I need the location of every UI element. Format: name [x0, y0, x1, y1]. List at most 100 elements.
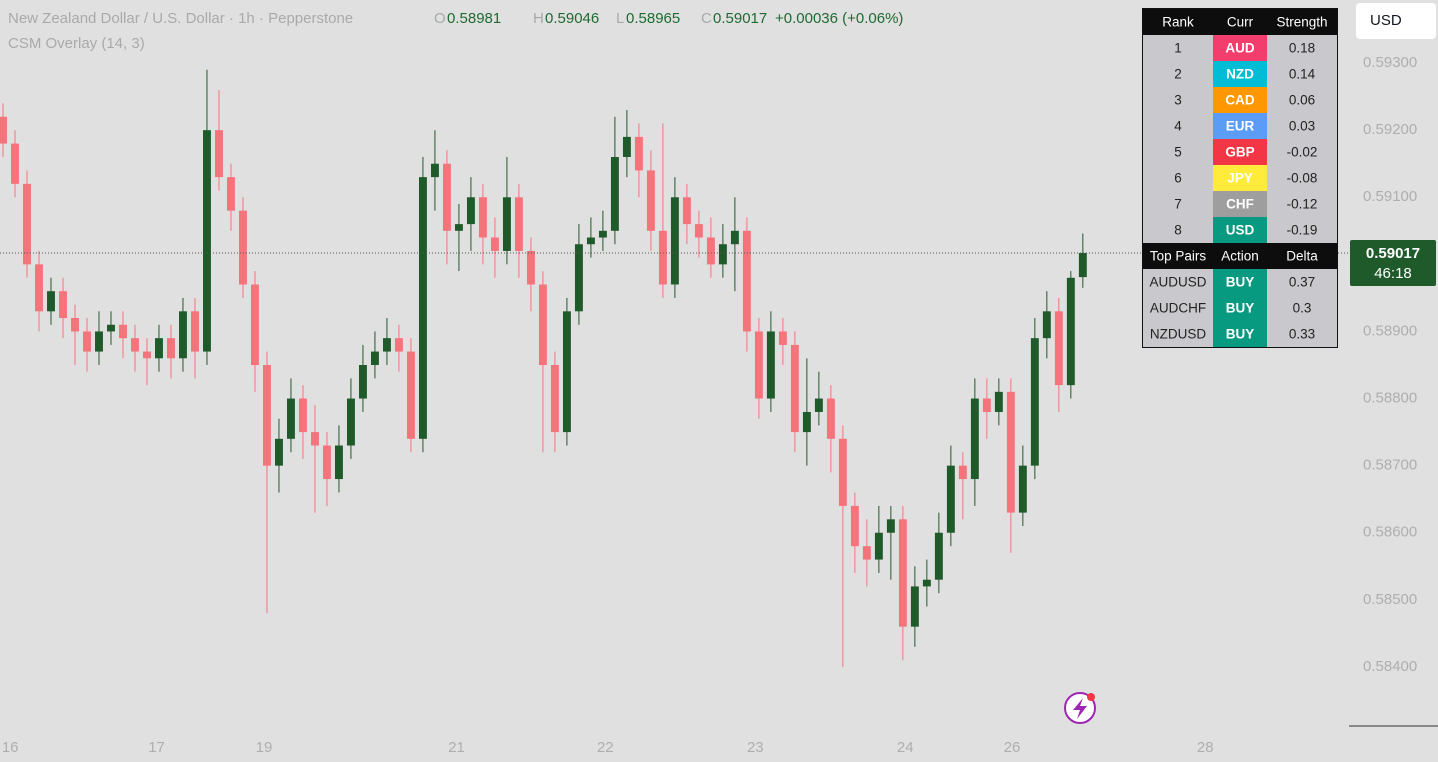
- y-tick-label: 0.59100: [1363, 188, 1417, 205]
- currency-action: BUY: [1226, 327, 1255, 342]
- pair-cell: [1143, 295, 1213, 321]
- pair: AUDUSD: [1149, 275, 1206, 290]
- currency: JPY: [1227, 171, 1253, 186]
- currency-cell: [1213, 217, 1267, 243]
- currency: AUD: [1225, 41, 1254, 56]
- candle-body: [1078, 252, 1087, 278]
- alert-bolt: [1073, 698, 1087, 719]
- strength-cell: [1267, 35, 1337, 61]
- alert-dot: [1087, 693, 1095, 701]
- strength-cell: [1267, 217, 1337, 243]
- pair-cell: [1143, 269, 1213, 295]
- candle-body: [586, 237, 595, 245]
- candle-body: [982, 398, 991, 412]
- currency: GBP: [1225, 145, 1254, 160]
- column-header: Rank: [1162, 15, 1194, 30]
- candle-body: [934, 532, 943, 580]
- candle-body: [0, 116, 7, 144]
- currency-cell: [1213, 165, 1267, 191]
- candle-body: [227, 177, 235, 211]
- candle-body: [215, 130, 223, 178]
- candle-body: [466, 197, 475, 225]
- y-tick-label: 0.58800: [1363, 390, 1417, 407]
- y-tick-label: 0.59200: [1363, 121, 1417, 138]
- pair-cell: [1143, 321, 1213, 347]
- rank-cell: [1143, 139, 1213, 165]
- candle-body: [814, 398, 823, 412]
- pair: NZDUSD: [1150, 327, 1206, 342]
- candle-body: [826, 398, 835, 439]
- candle-body: [382, 338, 391, 352]
- currency-button-label[interactable]: USD: [1370, 12, 1402, 29]
- strength: -0.02: [1287, 145, 1318, 160]
- candle-body: [658, 230, 667, 285]
- strength-cell: [1267, 191, 1337, 217]
- currency: CAD: [1225, 93, 1254, 108]
- countdown: 46:18: [1374, 265, 1412, 282]
- rank: 5: [1174, 145, 1182, 160]
- rank-cell: [1143, 165, 1213, 191]
- rank-cell: [1143, 61, 1213, 87]
- candle-body: [1042, 311, 1051, 339]
- pair-column-header-cell: [1267, 243, 1337, 269]
- candle-body: [35, 264, 43, 312]
- rank-cell: [1143, 87, 1213, 113]
- last-price-label: 0.59017: [1366, 245, 1420, 262]
- strength: 0.06: [1289, 93, 1315, 108]
- candle-body: [394, 338, 403, 352]
- close-value: 0.59017: [713, 10, 767, 27]
- candle-body: [1054, 311, 1063, 386]
- y-tick-label: 0.59300: [1363, 54, 1417, 71]
- strength-cell: [1267, 139, 1337, 165]
- candle-body: [454, 224, 463, 231]
- candle-body: [47, 291, 55, 312]
- pair-column-header: Top Pairs: [1150, 249, 1207, 264]
- candle-body: [598, 230, 607, 238]
- candle-body: [742, 230, 751, 332]
- y-tick-label: 0.58600: [1363, 524, 1417, 541]
- change-value: +0.00036 (+0.06%): [775, 10, 903, 27]
- candle-body: [694, 224, 703, 238]
- candle-body: [490, 237, 499, 251]
- currency-button[interactable]: [1356, 3, 1436, 39]
- high-value: 0.59046: [545, 10, 599, 27]
- candle-body: [502, 197, 511, 251]
- candle-body: [670, 197, 679, 285]
- rank: 4: [1174, 119, 1182, 134]
- candle-body: [802, 411, 811, 433]
- delta: 0.3: [1293, 301, 1312, 316]
- candle-body: [298, 398, 307, 433]
- rank: 6: [1174, 171, 1182, 186]
- currency-action-cell: [1213, 295, 1267, 321]
- candle-body: [286, 398, 295, 439]
- candle-body: [406, 351, 415, 439]
- candle-body: [946, 465, 955, 533]
- currency: NZD: [1226, 67, 1254, 82]
- rank: 1: [1174, 41, 1182, 56]
- high-key: H: [533, 10, 544, 27]
- candle-body: [514, 197, 523, 251]
- candle-body: [370, 351, 379, 365]
- pair-column-header-cell: [1213, 243, 1267, 269]
- x-tick-label: 23: [747, 739, 764, 756]
- column-header-cell: [1267, 9, 1337, 35]
- rank-cell: [1143, 217, 1213, 243]
- candle-body: [634, 136, 643, 171]
- rank: 3: [1174, 93, 1182, 108]
- candle-body: [538, 284, 547, 365]
- candle-body: [263, 365, 271, 466]
- strength-cell: [1267, 165, 1337, 191]
- open-key: O: [434, 10, 446, 27]
- candle-body: [562, 311, 571, 433]
- candle-body: [346, 398, 355, 446]
- strength: 0.03: [1289, 119, 1315, 134]
- column-header: Curr: [1227, 15, 1254, 30]
- candle-body: [358, 365, 367, 399]
- candle-body: [838, 438, 847, 506]
- plot: [0, 69, 1348, 667]
- candle-body: [59, 291, 67, 319]
- currency: EUR: [1226, 119, 1255, 134]
- candle-body: [730, 230, 739, 245]
